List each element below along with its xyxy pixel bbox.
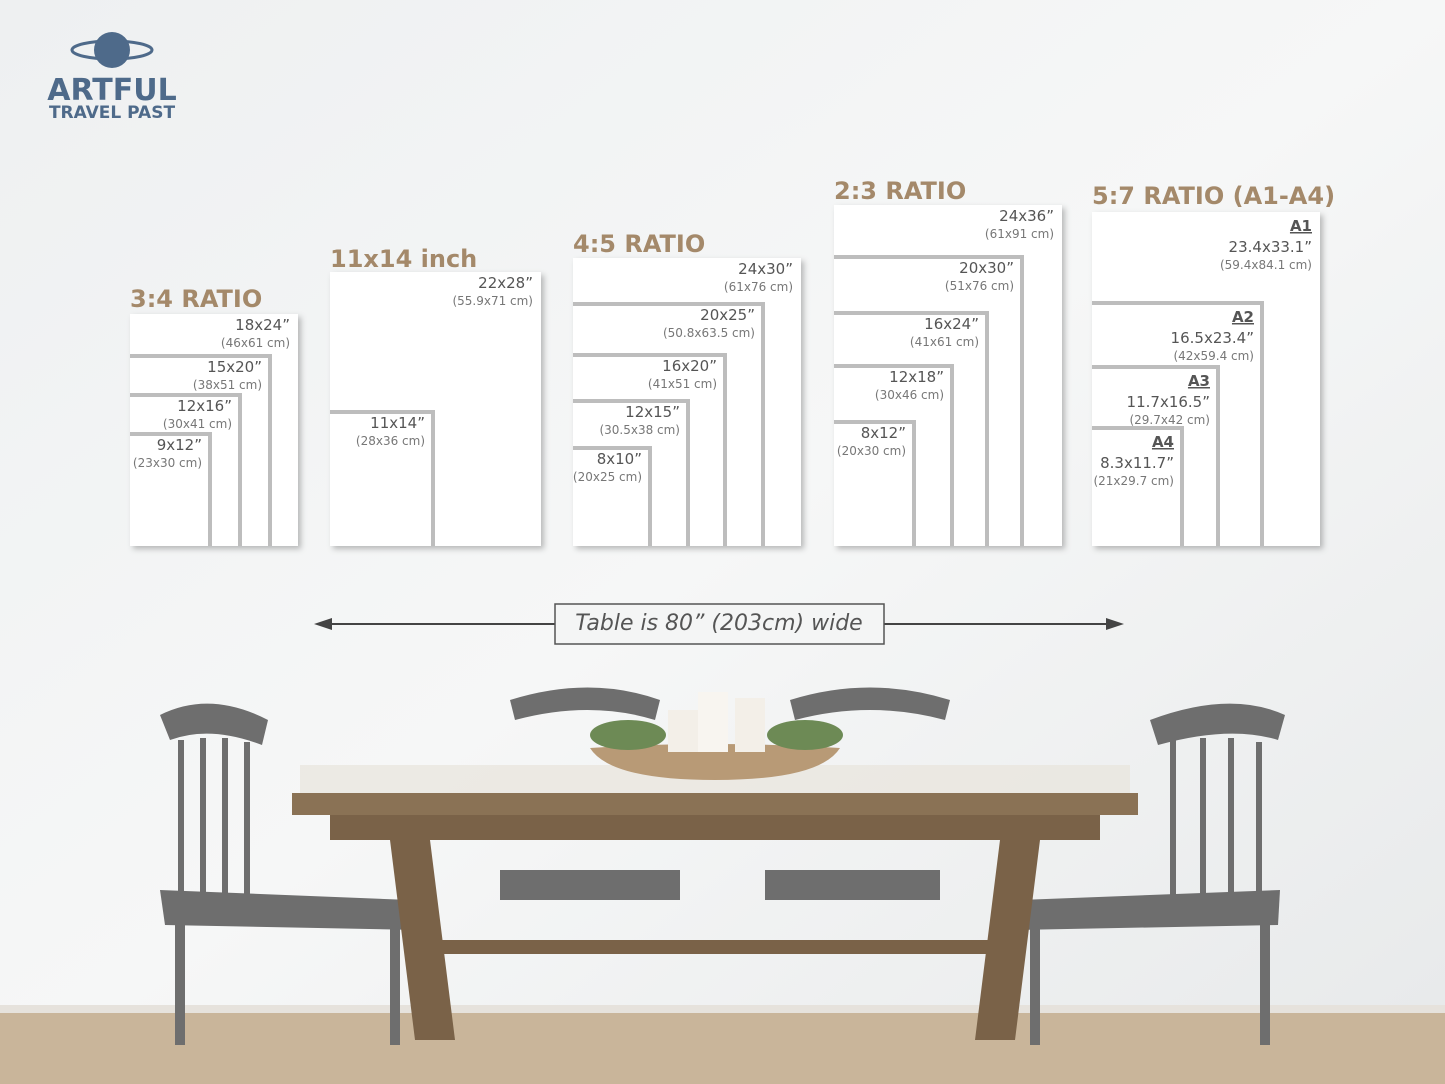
size-label: 24x30”	[738, 260, 793, 278]
size-outline	[130, 432, 212, 546]
furniture	[160, 687, 1285, 1045]
size-outline	[834, 364, 954, 546]
size-label: 20x25”	[700, 306, 755, 324]
width-indicator: Table is 80” (203cm) wide	[314, 603, 1124, 645]
baseboard	[0, 1005, 1445, 1013]
size-outline	[573, 302, 765, 546]
metric-label: (50.8x63.5 cm)	[663, 326, 755, 340]
candle	[668, 710, 698, 752]
size-label: 16x20”	[662, 357, 717, 375]
group-title: 4:5 RATIO	[573, 230, 705, 258]
paper-name: A2	[1232, 308, 1254, 326]
size-outline	[1092, 301, 1264, 546]
group-title: 2:3 RATIO	[834, 177, 966, 205]
size-outline	[573, 353, 727, 546]
group-title: 3:4 RATIO	[130, 285, 262, 313]
metric-label: (38x51 cm)	[193, 378, 262, 392]
size-label: 18x24”	[235, 316, 290, 334]
size-label: 11.7x16.5”	[1127, 393, 1210, 411]
plant	[767, 720, 843, 750]
size-outline	[573, 446, 652, 546]
metric-label: (21x29.7 cm)	[1093, 474, 1174, 488]
metric-label: (41x61 cm)	[910, 335, 979, 349]
floor	[0, 1010, 1445, 1084]
table-stretcher	[430, 940, 1000, 954]
metric-label: (42x59.4 cm)	[1173, 349, 1254, 363]
metric-label: (29.7x42 cm)	[1129, 413, 1210, 427]
logo-line2: TRAVEL PAST	[49, 103, 176, 123]
metric-label: (59.4x84.1 cm)	[1220, 258, 1312, 272]
candle	[735, 698, 765, 752]
metric-label: (20x25 cm)	[573, 470, 642, 484]
size-outline	[130, 393, 242, 546]
table-top	[292, 793, 1138, 815]
metric-label: (20x30 cm)	[837, 444, 906, 458]
size-label: 15x20”	[207, 358, 262, 376]
table-note: Table is 80” (203cm) wide	[575, 611, 862, 636]
candle	[698, 692, 728, 752]
size-outline	[130, 354, 272, 546]
size-label: 8x10”	[597, 450, 642, 468]
table-apron	[330, 815, 1100, 840]
logo: ARTFUL TRAVEL PAST	[47, 32, 177, 123]
metric-label: (61x76 cm)	[724, 280, 793, 294]
size-label: 12x18”	[889, 368, 944, 386]
metric-label: (28x36 cm)	[356, 434, 425, 448]
paper-name: A4	[1152, 433, 1174, 451]
print-panel	[330, 272, 541, 546]
size-label: 23.4x33.1”	[1229, 238, 1312, 256]
metric-label: (46x61 cm)	[221, 336, 290, 350]
size-label: 16x24”	[924, 315, 979, 333]
size-outline	[1092, 426, 1184, 546]
frames: 3:4 RATIO 18x24” (46x61 cm) 15x20” (38x51 cm…	[130, 177, 1335, 546]
size-label: 11x14”	[370, 414, 425, 432]
group-title: 11x14 inch	[330, 245, 477, 273]
print-panel	[1092, 212, 1320, 546]
metric-label: (30x46 cm)	[875, 388, 944, 402]
metric-label: (23x30 cm)	[133, 456, 202, 470]
bowl	[590, 744, 840, 780]
orbit	[70, 39, 154, 61]
size-outline	[834, 311, 989, 546]
metric-label: (61x91 cm)	[985, 227, 1054, 241]
size-label: 8.3x11.7”	[1100, 454, 1174, 472]
size-label: 24x36”	[999, 207, 1054, 225]
note-box	[554, 603, 885, 645]
size-label: 22x28”	[478, 274, 533, 292]
size-outline	[834, 420, 916, 546]
size-outline	[573, 399, 690, 546]
group-title: 5:7 RATIO (A1-A4)	[1092, 182, 1335, 210]
size-outline	[330, 410, 435, 546]
size-label: 9x12”	[157, 436, 202, 454]
arrow-head	[1106, 618, 1124, 630]
size-label: 12x15”	[625, 403, 680, 421]
size-label: 12x16”	[177, 397, 232, 415]
metric-label: (51x76 cm)	[945, 279, 1014, 293]
metric-label: (30.5x38 cm)	[599, 423, 680, 437]
paper-name: A1	[1290, 217, 1312, 235]
arrow-head	[314, 618, 332, 630]
metric-label: (41x51 cm)	[648, 377, 717, 391]
size-label: 16.5x23.4”	[1171, 329, 1254, 347]
logo-line1: ARTFUL	[47, 73, 176, 108]
chairs	[160, 687, 1285, 1045]
plant	[590, 720, 666, 750]
metric-label: (30x41 cm)	[163, 417, 232, 431]
size-label: 20x30”	[959, 259, 1014, 277]
metric-label: (55.9x71 cm)	[452, 294, 533, 308]
globe	[94, 32, 130, 68]
size-outline	[834, 255, 1024, 546]
size-outline	[1092, 365, 1220, 546]
paper-name: A3	[1188, 372, 1210, 390]
size-label: 8x12”	[861, 424, 906, 442]
